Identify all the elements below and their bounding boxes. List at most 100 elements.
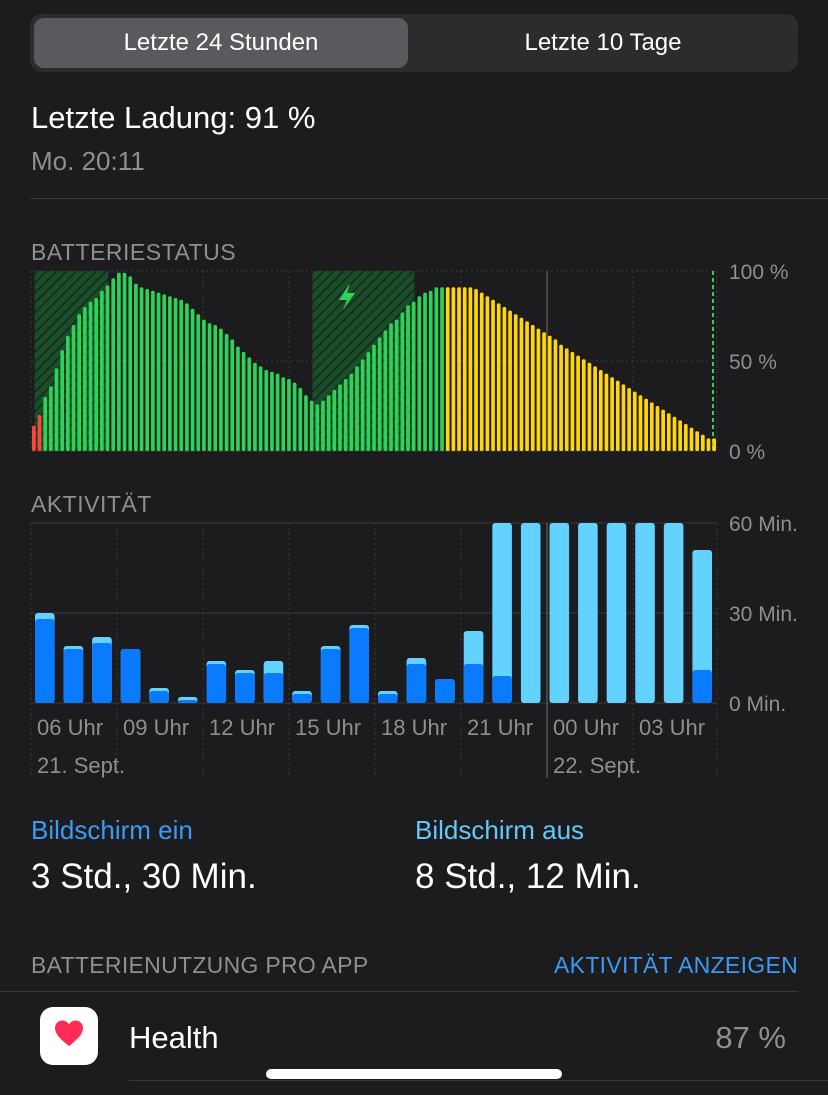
activity-bar-screen-off [692, 550, 712, 703]
battery-bar [411, 301, 416, 451]
battery-bar [661, 409, 665, 451]
battery-bar [43, 397, 48, 451]
battery-bar [366, 352, 371, 451]
battery-bar [111, 278, 116, 451]
app-battery-percent: 87 % [715, 1020, 786, 1055]
home-indicator [266, 1069, 562, 1079]
battery-bar [32, 425, 36, 451]
activity-x-tick-label: 06 Uhr [37, 715, 103, 740]
battery-bar [230, 339, 235, 451]
last-charge-time: Mo. 20:11 [31, 146, 145, 176]
battery-bar [241, 352, 246, 451]
activity-bar-screen-on [206, 664, 227, 703]
battery-bar [332, 389, 337, 451]
battery-bar [105, 285, 110, 451]
battery-bar [417, 296, 422, 451]
show-activity-link[interactable]: AKTIVITÄT ANZEIGEN [554, 952, 798, 978]
activity-x-tick-label: 12 Uhr [209, 715, 275, 740]
battery-bar [474, 289, 478, 451]
battery-and-activity-charts: 100 % 50 % 0 % 60 Min. 30 Min. 0 Min. 06 Uhr… [30, 261, 798, 778]
battery-bar [610, 377, 614, 451]
battery-bar [202, 319, 206, 451]
activity-y-tick-label: 60 Min. [729, 513, 798, 536]
battery-bar [360, 359, 365, 451]
battery-bar [88, 301, 93, 451]
heart-icon [55, 1020, 83, 1046]
activity-x-tick-label: 03 Uhr [639, 715, 705, 740]
battery-bar [343, 379, 348, 451]
battery-bar [638, 395, 643, 451]
activity-date-label: 22. Sept. [553, 753, 641, 778]
battery-bar [508, 310, 512, 451]
battery-bar [621, 384, 626, 451]
activity-bar-screen-on [692, 670, 712, 703]
battery-bar [706, 438, 711, 451]
battery-y-tick-label: 100 % [729, 261, 789, 284]
activity-y-tick-label: 0 Min. [729, 693, 786, 716]
health-app-icon [40, 1007, 98, 1065]
activity-bar-screen-on [320, 649, 341, 703]
screen-off-label: Bildschirm aus [415, 815, 585, 845]
battery-bar [666, 413, 671, 451]
battery-bar [468, 287, 473, 451]
battery-bar [145, 289, 150, 451]
screen-on-value: 3 Std., 30 Min. [31, 857, 257, 896]
battery-bar [644, 398, 648, 451]
battery-bar [179, 299, 184, 451]
activity-bar-screen-on [378, 694, 398, 703]
activity-bar-screen-on [235, 673, 255, 703]
battery-bar [247, 357, 252, 451]
battery-bar [309, 400, 314, 451]
battery-bar [298, 388, 303, 451]
last-charge-title: Letzte Ladung: 91 % [31, 100, 316, 135]
battery-bar [326, 395, 331, 451]
battery-bar [587, 362, 592, 451]
battery-bar [383, 330, 388, 451]
battery-bar [304, 395, 308, 451]
battery-bar [445, 287, 450, 451]
battery-bar [519, 317, 524, 451]
battery-bar [462, 287, 467, 451]
battery-bar [598, 370, 603, 451]
charging-bolt-icon [339, 283, 355, 310]
battery-bar [168, 296, 172, 451]
battery-bar [258, 366, 263, 451]
app-row-health[interactable]: Health 87 % [0, 992, 828, 1081]
battery-y-tick-label: 50 % [729, 351, 777, 374]
activity-bar-screen-off [635, 523, 655, 703]
screen-on-label: Bildschirm ein [31, 815, 193, 845]
battery-bar [683, 424, 688, 451]
battery-bar [213, 325, 218, 451]
battery-bar [117, 272, 121, 451]
battery-bar [190, 308, 195, 451]
activity-bar-screen-off [520, 523, 541, 703]
activity-bar-screen-off [549, 523, 570, 703]
battery-bar [37, 415, 42, 451]
tab-last-24-hours[interactable]: Letzte 24 Stunden [34, 18, 408, 68]
battery-bar [134, 283, 138, 451]
battery-bar [128, 276, 133, 451]
battery-bar [224, 334, 229, 451]
battery-bar [434, 287, 439, 451]
screen-off-value: 8 Std., 12 Min. [415, 857, 641, 896]
tab-last-10-days[interactable]: Letzte 10 Tage [524, 29, 682, 56]
battery-bar [281, 377, 286, 451]
battery-bar [689, 427, 694, 451]
battery-bar [275, 373, 280, 451]
battery-y-tick-label: 0 % [729, 441, 765, 464]
battery-bar [502, 307, 507, 451]
battery-bar [151, 290, 155, 451]
battery-bar [173, 298, 178, 451]
battery-bar [77, 314, 82, 451]
battery-bar [66, 335, 70, 451]
battery-bar [355, 366, 359, 451]
activity-x-tick-label: 18 Uhr [381, 715, 447, 740]
activity-x-tick-label: 15 Uhr [295, 715, 361, 740]
activity-bar-screen-on [349, 628, 369, 703]
battery-bar [581, 359, 586, 451]
battery-bar [451, 287, 456, 451]
battery-bar [632, 391, 637, 451]
activity-bar-screen-on [292, 694, 312, 703]
battery-bar [457, 287, 461, 451]
battery-bar [570, 352, 575, 451]
